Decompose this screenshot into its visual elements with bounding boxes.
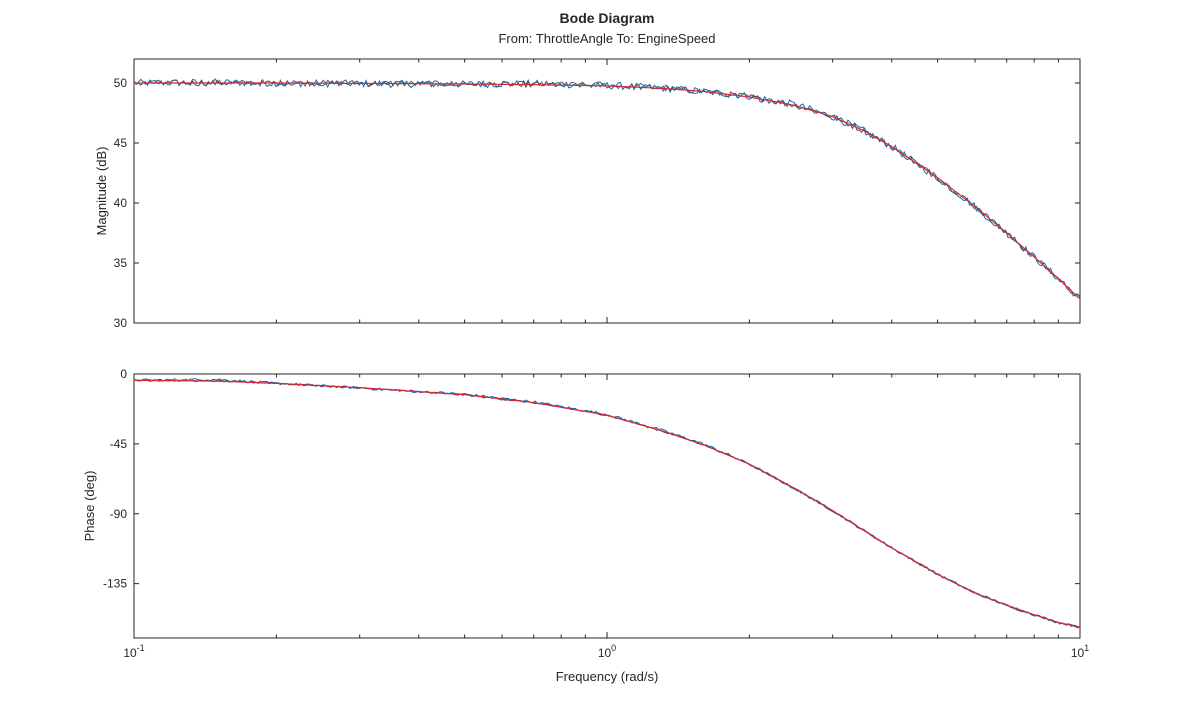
phase-axes-frame <box>133 373 1081 639</box>
x-tick-labels: 10-1 100 101 <box>123 643 1089 660</box>
x-tick-label: 100 <box>598 643 616 660</box>
magnitude-y-tick-label: 45 <box>114 136 128 150</box>
x-tick-label: 10-1 <box>123 643 144 660</box>
phase-x-ticks <box>133 374 1081 638</box>
phase-y-tick-label: 0 <box>120 367 127 381</box>
phase-y-tick-label: -135 <box>103 577 127 591</box>
magnitude-y-tick-label: 35 <box>114 256 128 270</box>
magnitude-y-ticks: 30 35 40 45 50 <box>114 76 1080 330</box>
phase-panel: 0 -45 -90 -135 Phase (deg) <box>82 367 1081 639</box>
magnitude-series-line <box>134 82 1081 300</box>
magnitude-x-ticks <box>133 59 1081 323</box>
chart-subtitle: From: ThrottleAngle To: EngineSpeed <box>498 31 715 46</box>
magnitude-y-tick-label: 50 <box>114 76 128 90</box>
phase-y-label: Phase (deg) <box>82 471 97 542</box>
phase-y-ticks: 0 -45 -90 -135 <box>103 367 1080 591</box>
x-axis-label: Frequency (rad/s) <box>556 669 659 684</box>
phase-y-tick-label: -45 <box>110 437 128 451</box>
x-tick-label: 101 <box>1071 643 1089 660</box>
phase-series-line <box>133 379 1081 628</box>
magnitude-series-line <box>133 79 1081 298</box>
magnitude-y-tick-label: 40 <box>114 196 128 210</box>
chart-title: Bode Diagram <box>560 10 655 26</box>
magnitude-panel: 30 35 40 45 50 Magnitude (dB) <box>94 58 1081 330</box>
magnitude-y-tick-label: 30 <box>114 316 128 330</box>
magnitude-axes-frame <box>133 58 1081 324</box>
phase-y-tick-label: -90 <box>110 507 128 521</box>
magnitude-y-label: Magnitude (dB) <box>94 147 109 236</box>
phase-lines <box>133 378 1081 629</box>
magnitude-lines <box>133 78 1081 300</box>
